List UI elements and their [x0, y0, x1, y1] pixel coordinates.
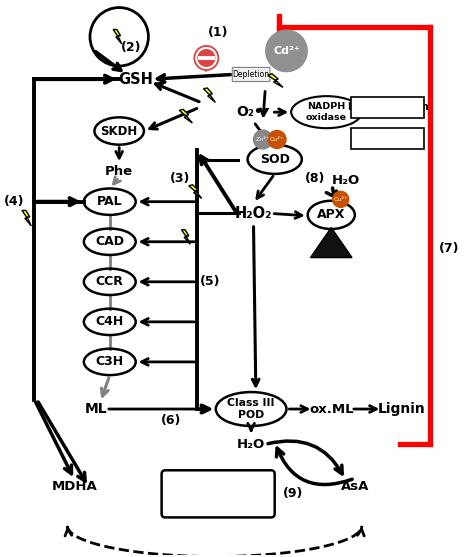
Text: Depletion: Depletion [233, 70, 270, 79]
Text: C3H: C3H [96, 355, 124, 368]
Text: APX: APX [317, 208, 346, 221]
Polygon shape [179, 109, 192, 123]
Text: C4H: C4H [96, 315, 124, 329]
Text: AsA-GSH: AsA-GSH [189, 482, 247, 496]
Polygon shape [22, 211, 31, 226]
Text: (9): (9) [283, 487, 304, 500]
Circle shape [194, 46, 219, 70]
Text: SOD: SOD [260, 153, 290, 166]
Text: (8): (8) [305, 172, 325, 184]
Circle shape [333, 191, 349, 207]
Text: Class III
POD: Class III POD [228, 398, 275, 420]
Text: CCR: CCR [96, 275, 124, 289]
Polygon shape [203, 88, 215, 102]
FancyBboxPatch shape [351, 128, 424, 149]
Polygon shape [189, 185, 202, 198]
Text: (1): (1) [208, 26, 228, 38]
FancyBboxPatch shape [351, 97, 424, 118]
Text: CAD: CAD [95, 235, 124, 248]
Text: ox.ML: ox.ML [309, 403, 354, 416]
Text: Zn²⁺: Zn²⁺ [256, 137, 270, 142]
Text: cycle: cycle [201, 496, 235, 509]
Text: NADPH
oxidase: NADPH oxidase [306, 102, 347, 122]
Text: O₂•⁻: O₂•⁻ [237, 105, 271, 119]
Text: Barrier: Barrier [368, 134, 407, 144]
Text: (7): (7) [439, 242, 459, 255]
Text: H₂O: H₂O [237, 438, 265, 451]
Text: MDHA: MDHA [52, 480, 97, 494]
Circle shape [266, 30, 307, 72]
FancyBboxPatch shape [232, 67, 270, 81]
Text: (4): (4) [4, 195, 25, 208]
Text: AsA: AsA [341, 480, 369, 494]
Text: (6): (6) [161, 414, 181, 427]
Text: Cu²⁺: Cu²⁺ [334, 197, 348, 202]
Polygon shape [113, 30, 122, 44]
Circle shape [268, 130, 286, 149]
Polygon shape [310, 227, 352, 257]
Text: SKDH: SKDH [100, 125, 138, 138]
Circle shape [254, 130, 273, 149]
Text: (5): (5) [200, 275, 220, 289]
Text: Cd²⁺: Cd²⁺ [273, 46, 300, 56]
Polygon shape [268, 74, 283, 87]
Text: Phe: Phe [105, 164, 133, 178]
Text: Lignin: Lignin [378, 402, 426, 416]
Text: GSH: GSH [118, 72, 153, 87]
Text: Cu²⁺: Cu²⁺ [270, 137, 284, 142]
FancyBboxPatch shape [162, 470, 275, 517]
Polygon shape [182, 230, 190, 245]
Text: PAL: PAL [97, 195, 123, 208]
Text: ML: ML [84, 402, 107, 416]
Text: H₂O: H₂O [331, 174, 359, 187]
Text: H₂O₂: H₂O₂ [235, 206, 272, 221]
Text: (3): (3) [170, 172, 191, 184]
Text: Immobilization: Immobilization [347, 102, 428, 113]
Text: (2): (2) [121, 41, 141, 53]
